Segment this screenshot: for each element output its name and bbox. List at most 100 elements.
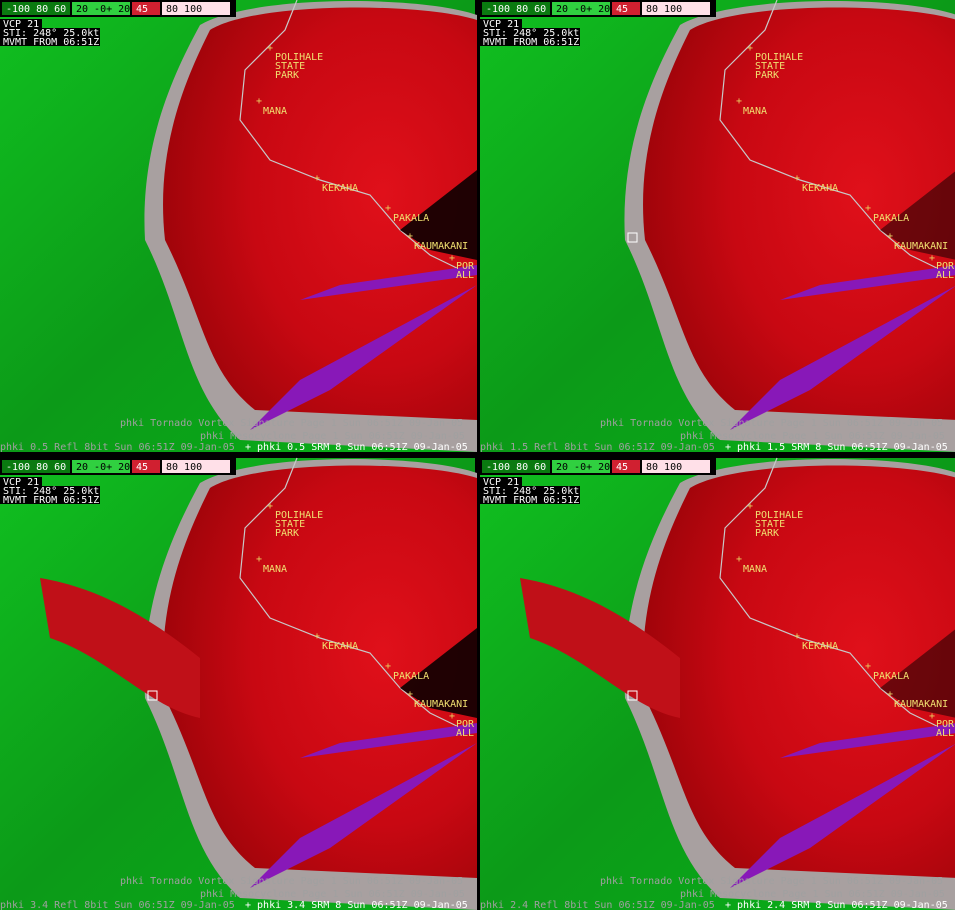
- site-marker: +: [736, 96, 742, 107]
- colorbar-segment: [552, 460, 610, 473]
- header-text: MVMT FROM 06:51Z: [3, 37, 99, 48]
- colorbar-segment: [642, 460, 710, 473]
- colorbar-segment: [2, 460, 70, 473]
- colorbar-label: -100 80 60: [6, 4, 66, 15]
- site-marker: +: [314, 631, 320, 642]
- colorbar-label: 20 -0+ 20: [76, 462, 130, 473]
- colorbar-segment: [482, 2, 550, 15]
- colorbar-segment: [132, 460, 160, 473]
- place-label: STATE: [755, 61, 785, 72]
- velocity-streak: [730, 265, 955, 430]
- colorbar-label: -100 80 60: [486, 462, 546, 473]
- place-label: STATE: [275, 61, 305, 72]
- place-label: PARK: [755, 528, 779, 539]
- header-background: [480, 477, 522, 486]
- site-marker: +: [887, 231, 893, 242]
- detection-box: [147, 690, 158, 701]
- footer-text: phki Mesocyclone Page 1 Sun 06:51Z 09-Ja…: [200, 431, 465, 442]
- place-label: POR: [936, 261, 955, 272]
- header-background: [0, 495, 100, 504]
- colorbar-segment: [642, 2, 710, 15]
- site-marker: +: [736, 554, 742, 565]
- site-marker: +: [887, 689, 893, 700]
- site-marker: +: [865, 661, 871, 672]
- colorbar-segment: [162, 2, 230, 15]
- coastline: [239, 457, 466, 731]
- colorbar-segment: [612, 460, 640, 473]
- place-label: ALL: [456, 270, 474, 281]
- place-label: ALL: [936, 728, 954, 739]
- place-label: KAUMAKANI: [894, 241, 948, 252]
- footer-text: phki Tornado Vortex Signature Page 1 Sun…: [120, 876, 463, 887]
- place-label: STATE: [275, 519, 305, 530]
- header-text: STI: 248° 25.0kt: [483, 486, 579, 497]
- colorbar-label: 20 -0+ 20: [76, 4, 130, 15]
- header-text: VCP 21: [483, 477, 519, 488]
- colorbar-label: 45: [136, 4, 148, 15]
- velocity-streak: [730, 723, 955, 888]
- colorbar-label: 80 100: [646, 462, 682, 473]
- site-marker: +: [267, 43, 273, 54]
- range-folding: [880, 629, 955, 718]
- colorbar-label: 20 -0+ 20: [556, 462, 610, 473]
- place-label: KEKAHA: [802, 641, 838, 652]
- header-text: VCP 21: [483, 19, 519, 30]
- header-text: STI: 248° 25.0kt: [483, 28, 579, 39]
- footer-text: phki 0.5 Refl 8bit Sun 06:51Z 09-Jan-05: [0, 442, 235, 453]
- header-background: [480, 486, 580, 495]
- place-label: ALL: [936, 270, 954, 281]
- colorbar-label: -100 80 60: [6, 462, 66, 473]
- header-background: [480, 37, 580, 46]
- footer-text: + phki 3.4 SRM 8 Sun 06:51Z 09-Jan-05: [245, 900, 468, 910]
- site-marker: +: [256, 554, 262, 565]
- place-label: POLIHALE: [755, 52, 803, 63]
- site-marker: +: [449, 711, 455, 722]
- colorbar-segment: [552, 2, 610, 15]
- place-label: KEKAHA: [802, 183, 838, 194]
- place-label: STATE: [755, 519, 785, 530]
- header-background: [480, 495, 580, 504]
- site-marker: +: [794, 173, 800, 184]
- footer-text: phki Mesocyclone Page 1 Sun 06:51Z 09-Ja…: [200, 889, 465, 900]
- place-label: PARK: [755, 70, 779, 81]
- place-label: PARK: [275, 528, 299, 539]
- footer-text: phki Mesocyclone Page 1 Sun 06:51Z 09-Ja…: [680, 431, 945, 442]
- place-label: KAUMAKANI: [894, 699, 948, 710]
- header-background: [480, 19, 522, 28]
- header-text: VCP 21: [3, 19, 39, 30]
- coastline: [239, 0, 466, 273]
- place-label: ALL: [456, 728, 474, 739]
- place-label: POR: [456, 719, 475, 730]
- footer-text: phki 1.5 Refl 8bit Sun 06:51Z 09-Jan-05: [480, 442, 715, 453]
- site-marker: +: [256, 96, 262, 107]
- site-marker: +: [314, 173, 320, 184]
- header-background: [0, 486, 100, 495]
- site-marker: +: [794, 631, 800, 642]
- colorbar-label: 20 -0+ 20: [556, 4, 610, 15]
- site-marker: +: [267, 501, 273, 512]
- colorbar-label: 80 100: [646, 4, 682, 15]
- coastline: [719, 457, 946, 731]
- footer-text: phki 2.4 Refl 8bit Sun 06:51Z 09-Jan-05: [480, 900, 715, 910]
- west-band: [520, 578, 680, 718]
- site-marker: +: [385, 661, 391, 672]
- place-label: KEKAHA: [322, 641, 358, 652]
- range-folding: [400, 170, 477, 260]
- colorbar-label: 80 100: [166, 4, 202, 15]
- header-text: MVMT FROM 06:51Z: [483, 37, 579, 48]
- place-label: POLIHALE: [275, 52, 323, 63]
- header-text: MVMT FROM 06:51Z: [3, 495, 99, 506]
- site-marker: +: [449, 253, 455, 264]
- place-label: KEKAHA: [322, 183, 358, 194]
- footer-text: phki Tornado Vortex Signature Page 1 Sun…: [600, 418, 943, 429]
- colorbar-segment: [72, 460, 130, 473]
- colorbar-label: 45: [136, 462, 148, 473]
- site-marker: +: [747, 43, 753, 54]
- site-marker: +: [747, 501, 753, 512]
- place-label: PARK: [275, 70, 299, 81]
- header-text: VCP 21: [3, 477, 39, 488]
